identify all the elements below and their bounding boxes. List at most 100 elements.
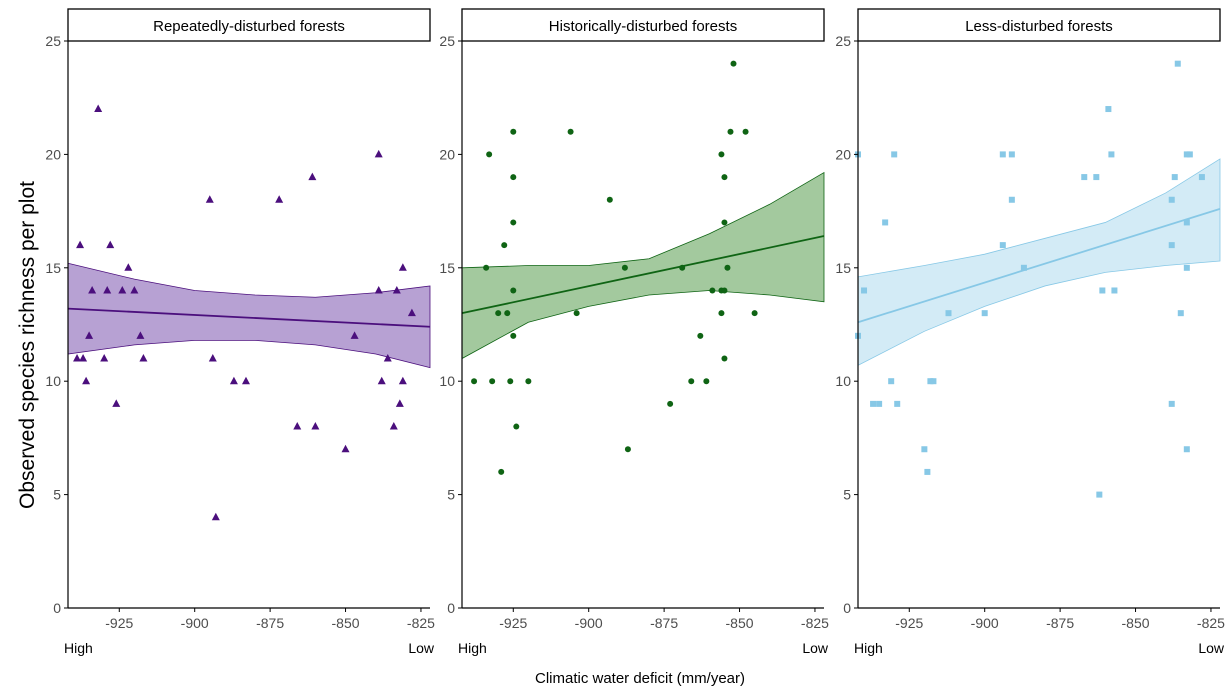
y-tick-label: 15	[45, 260, 61, 276]
data-point	[205, 195, 214, 203]
y-tick-label: 15	[835, 260, 851, 276]
y-tick-label: 20	[439, 146, 455, 162]
data-point	[124, 263, 133, 271]
x-axis-label: Climatic water deficit (mm/year)	[535, 670, 745, 687]
data-point	[861, 287, 868, 294]
data-point	[1168, 400, 1175, 407]
x-tick-label: -925	[499, 615, 527, 631]
data-point	[1183, 446, 1190, 453]
panel-title-box	[461, 8, 825, 42]
data-point	[1008, 196, 1015, 203]
data-point	[727, 128, 734, 135]
data-point	[927, 378, 934, 385]
data-point	[1096, 491, 1103, 498]
y-tick-label: 20	[45, 146, 61, 162]
data-point	[510, 174, 517, 181]
data-point	[679, 264, 686, 271]
x-tick-label: -825	[407, 615, 435, 631]
data-point	[718, 151, 725, 158]
data-point	[85, 331, 94, 339]
data-point	[870, 400, 877, 407]
data-point	[211, 512, 220, 521]
y-tick-label: 20	[835, 146, 851, 162]
panel-title: Historically-disturbed forests	[549, 18, 737, 35]
y-tick-label: 25	[45, 33, 61, 49]
data-point	[483, 264, 490, 271]
x-tick-label: -875	[256, 615, 284, 631]
data-point	[981, 310, 988, 317]
data-point	[510, 287, 517, 294]
data-point	[703, 378, 710, 385]
data-point	[76, 240, 85, 249]
data-point	[241, 376, 250, 385]
data-point	[495, 310, 502, 317]
data-point	[507, 378, 514, 385]
data-point	[1198, 174, 1205, 181]
data-point	[118, 285, 127, 294]
data-point	[88, 285, 97, 294]
data-point	[709, 287, 716, 294]
data-point	[471, 378, 478, 385]
y-tick-label: 25	[835, 33, 851, 49]
data-point	[721, 174, 728, 181]
x-end-label-high: High	[458, 640, 487, 656]
data-point	[229, 376, 238, 385]
y-tick-label: 0	[447, 600, 455, 616]
panel-2: Historically-disturbed forests 0 5 10 15 20 25…	[439, 8, 829, 656]
data-point	[751, 310, 758, 317]
data-point	[1177, 310, 1184, 317]
data-point	[525, 378, 532, 385]
confidence-band	[461, 171, 825, 360]
data-point	[489, 378, 496, 385]
panel-title-box	[67, 8, 431, 42]
fit-line	[461, 235, 825, 315]
data-point	[130, 285, 139, 294]
data-point	[1093, 174, 1100, 181]
fit-line	[857, 207, 1221, 324]
data-point	[876, 400, 883, 407]
data-point	[1111, 287, 1118, 294]
data-point	[606, 196, 613, 203]
data-point	[721, 355, 728, 362]
data-point	[208, 354, 217, 362]
x-tick-label: -925	[105, 615, 133, 631]
data-point	[1168, 196, 1175, 203]
data-point	[1183, 264, 1190, 271]
data-point	[389, 422, 398, 430]
panel-title-box	[857, 8, 1221, 42]
data-point	[1008, 151, 1015, 158]
y-tick-label: 15	[439, 260, 455, 276]
data-point	[407, 308, 416, 317]
data-point	[73, 354, 82, 362]
panels: Repeatedly-disturbed forests 0 5 10 15 20 25 -9…	[45, 8, 1225, 656]
data-point	[999, 242, 1006, 249]
confidence-band	[857, 158, 1221, 366]
data-point	[100, 354, 109, 362]
data-point	[275, 195, 284, 203]
data-point	[624, 446, 631, 453]
data-point	[82, 376, 91, 385]
data-point	[341, 444, 350, 453]
data-point	[924, 468, 931, 475]
data-point	[377, 376, 386, 385]
x-tick-label: -825	[1197, 615, 1225, 631]
panel-3: Less-disturbed forests 0 5 10 15 20 25 -925 -900…	[835, 8, 1225, 656]
data-point	[621, 264, 628, 271]
data-point	[721, 219, 728, 226]
data-point	[383, 354, 392, 362]
data-point	[486, 151, 493, 158]
data-point	[894, 400, 901, 407]
data-point	[293, 422, 302, 430]
data-point	[930, 378, 937, 385]
data-point	[395, 399, 404, 407]
data-point	[1105, 106, 1112, 113]
data-point	[999, 151, 1006, 158]
x-tick-label: -900	[971, 615, 999, 631]
x-tick-label: -875	[1046, 615, 1074, 631]
x-tick-label: -825	[801, 615, 829, 631]
data-point	[308, 172, 317, 181]
y-tick-label: 0	[53, 600, 61, 616]
data-point	[106, 240, 115, 249]
data-point	[891, 151, 898, 158]
